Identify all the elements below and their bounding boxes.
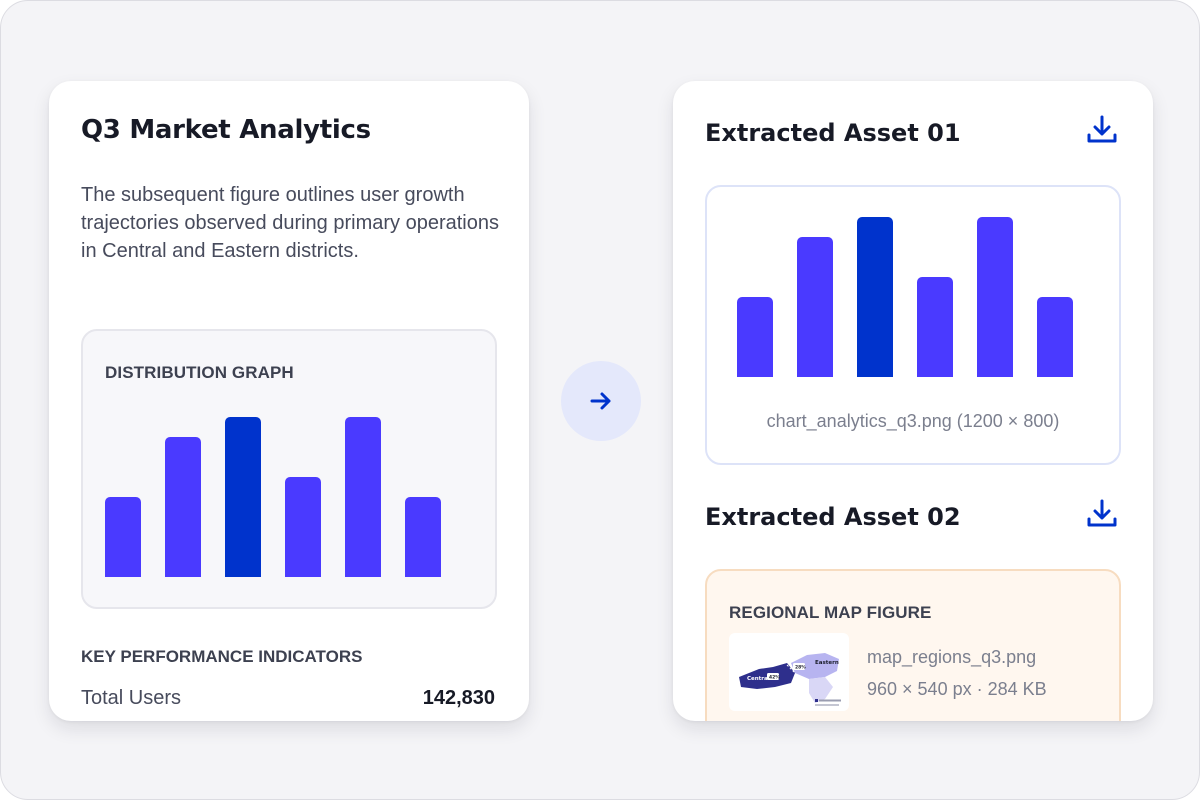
asset-02-file-name: map_regions_q3.png <box>867 647 1037 667</box>
arrow-right-icon <box>590 392 611 410</box>
distribution-graph-figure[interactable]: DISTRIBUTION GRAPH <box>81 329 497 609</box>
chart-bar <box>857 217 893 377</box>
chart-bar <box>405 497 441 577</box>
chart-bar <box>977 217 1013 377</box>
distribution-bar-chart <box>105 417 485 577</box>
asset-02-title: Extracted Asset 02 <box>705 503 961 531</box>
asset-01-title: Extracted Asset 01 <box>705 119 961 147</box>
map-eastern-pct: 28% <box>795 665 806 671</box>
chart-bar <box>345 417 381 577</box>
extract-arrow-button[interactable] <box>561 361 641 441</box>
download-icon[interactable] <box>1085 113 1119 147</box>
map-thumbnail: Central Eastern 42% 28% <box>729 633 849 711</box>
kpi-row: Total Users 142,830 <box>81 687 495 710</box>
kpi-section-title: KEY PERFORMANCE INDICATORS <box>81 647 363 666</box>
chart-bar <box>797 237 833 377</box>
kpi-value: 142,830 <box>422 687 495 709</box>
asset-02-file-meta: 960 × 540 px · 284 KB <box>867 679 1047 699</box>
kpi-label: Total Users <box>81 687 182 709</box>
asset-01-caption: chart_analytics_q3.png (1200 × 800) <box>766 411 1060 431</box>
map-central-pct: 42% <box>769 675 780 681</box>
regional-map-image: Central Eastern 42% 28% <box>739 653 841 706</box>
chart-bar <box>105 497 141 577</box>
asset-02-preview[interactable]: REGIONAL MAP FIGURE Central Eastern 42% … <box>705 569 1121 721</box>
map-eastern-label: Eastern <box>815 660 839 666</box>
extracted-assets-card: Extracted Asset 01 chart_analytics_q3.pn… <box>673 81 1153 721</box>
chart-bar <box>737 297 773 377</box>
chart-bar <box>165 437 201 577</box>
download-icon[interactable] <box>1085 497 1119 531</box>
asset-02-figure-label: REGIONAL MAP FIGURE <box>729 603 932 622</box>
extracted-bar-chart <box>737 217 1093 377</box>
chart-bar <box>285 477 321 577</box>
figure-label: DISTRIBUTION GRAPH <box>105 363 294 382</box>
document-body-text: The subsequent figure outlines user grow… <box>81 184 499 262</box>
document-title: Q3 Market Analytics <box>81 115 371 145</box>
source-document-card: Q3 Market Analytics The subsequent figur… <box>49 81 529 721</box>
chart-bar <box>1037 297 1073 377</box>
asset-01-preview[interactable]: chart_analytics_q3.png (1200 × 800) <box>705 185 1121 465</box>
chart-bar <box>225 417 261 577</box>
chart-bar <box>917 277 953 377</box>
map-central-label: Central <box>747 676 770 682</box>
